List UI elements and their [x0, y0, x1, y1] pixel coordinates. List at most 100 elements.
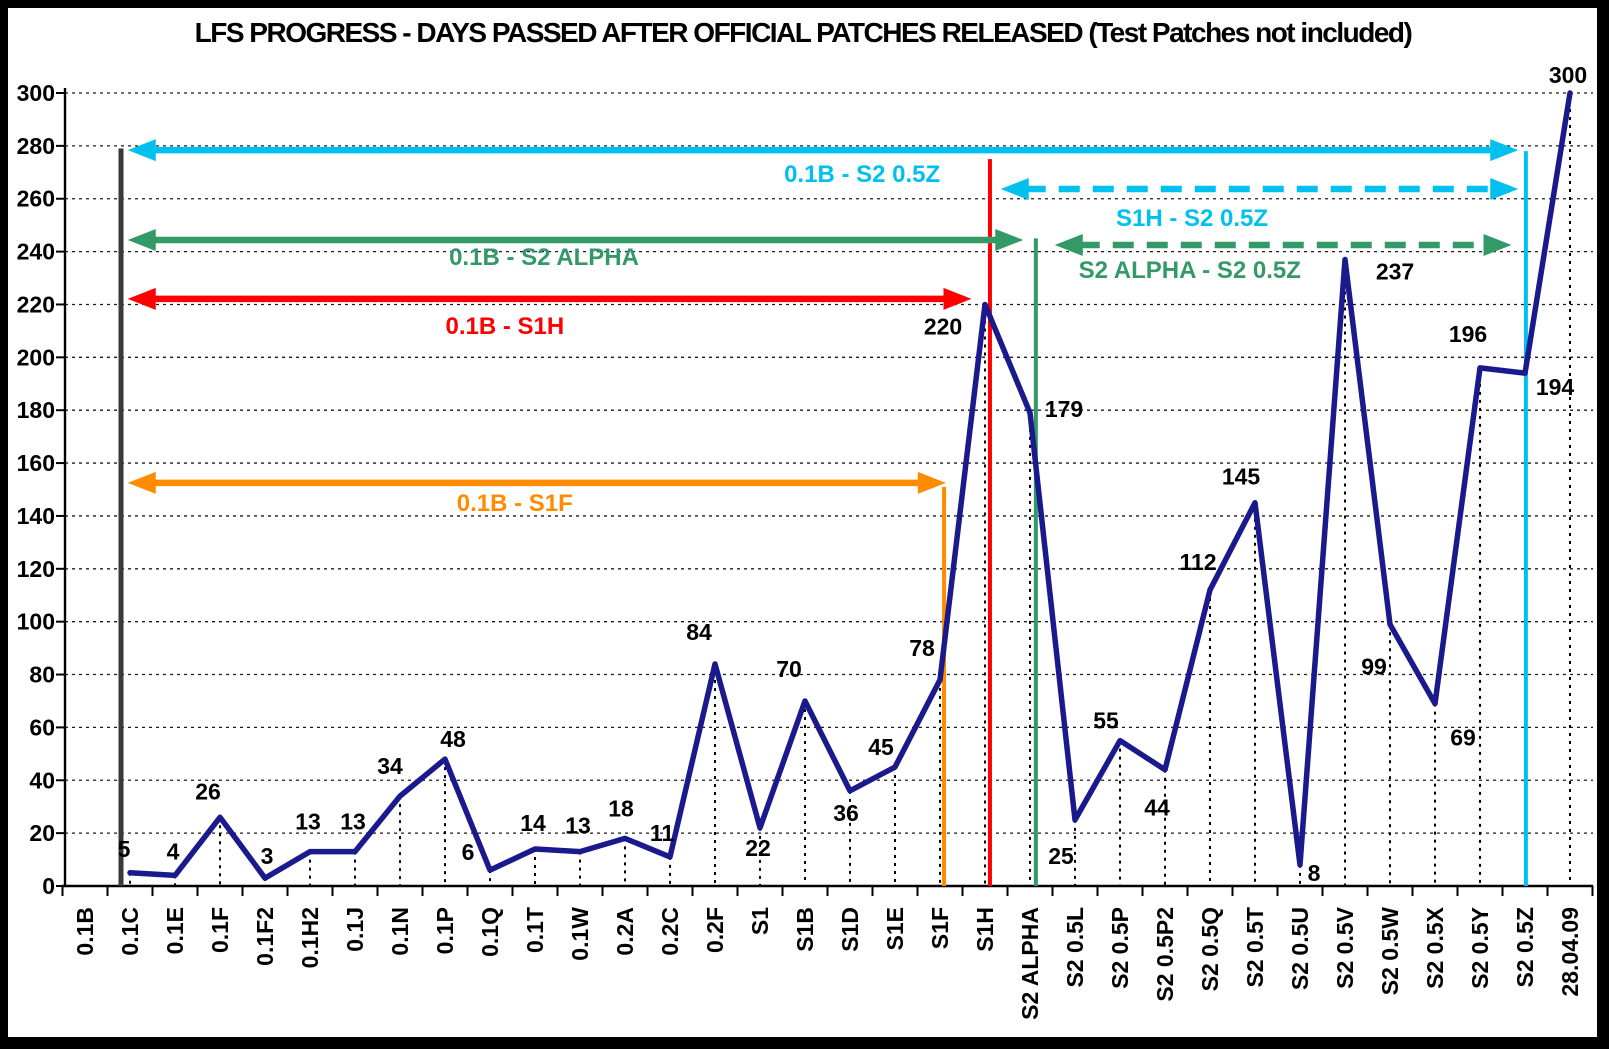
- y-axis-label: 220: [17, 291, 55, 317]
- x-axis-label: S2 0.5Q: [1197, 907, 1223, 991]
- y-axis-label: 240: [17, 239, 55, 265]
- x-axis-label: S2 0.5Y: [1467, 907, 1493, 989]
- x-axis-label: S1F: [927, 907, 953, 949]
- y-axis-label: 80: [29, 662, 55, 688]
- y-axis-label: 160: [17, 450, 55, 476]
- value-label: 36: [833, 800, 859, 826]
- value-label: 237: [1376, 259, 1414, 285]
- value-label: 112: [1179, 549, 1216, 575]
- span-arrow-label: S1H - S2 0.5Z: [1116, 205, 1268, 232]
- y-axis-label: 300: [17, 80, 55, 106]
- value-label: 3: [261, 843, 274, 869]
- value-label: 13: [340, 809, 366, 835]
- x-axis-label: S1E: [882, 907, 908, 950]
- y-axis-label: 180: [17, 397, 55, 423]
- x-axis-label: 28.04.09: [1557, 907, 1583, 997]
- x-axis-label: S2 0.5P2: [1152, 907, 1178, 1002]
- value-label: 55: [1093, 708, 1119, 734]
- y-axis-label: 100: [17, 609, 55, 635]
- value-label: 69: [1450, 725, 1476, 751]
- y-axis-label: 120: [17, 556, 55, 582]
- x-axis-label: S2 0.5U: [1287, 907, 1313, 990]
- x-axis-label: 0.1T: [522, 907, 548, 953]
- value-label: 34: [377, 753, 403, 779]
- span-arrow-label: 0.1B - S1H: [445, 313, 564, 340]
- x-axis-label: 0.1J: [342, 907, 368, 952]
- x-axis-label: 0.1F: [207, 907, 233, 953]
- arrowhead-icon: [1490, 139, 1519, 162]
- value-label: 4: [167, 838, 180, 864]
- value-label: 22: [745, 835, 771, 861]
- x-axis-label: 0.1B: [72, 907, 98, 956]
- x-axis-label: 0.2F: [702, 907, 728, 953]
- y-axis-label: 200: [17, 344, 55, 370]
- value-label: 45: [868, 734, 894, 760]
- x-axis-label: S2 0.5P: [1107, 907, 1133, 989]
- arrowhead-icon: [943, 287, 972, 310]
- value-label: 13: [295, 809, 321, 835]
- arrowhead-icon: [917, 471, 946, 494]
- value-label: 13: [565, 813, 591, 839]
- x-axis-label: S2 ALPHA: [1017, 907, 1043, 1020]
- y-axis-label: 40: [29, 767, 55, 793]
- value-label: 99: [1361, 653, 1387, 679]
- value-label: 300: [1549, 62, 1587, 88]
- value-label: 14: [520, 810, 546, 836]
- arrowhead-icon: [127, 287, 156, 310]
- x-axis-label: S2 0.5L: [1062, 907, 1088, 988]
- arrowhead-icon: [1054, 233, 1083, 256]
- value-label: 78: [909, 635, 935, 661]
- arrowhead-icon: [1483, 233, 1512, 256]
- x-axis-label: 0.1E: [162, 907, 188, 954]
- value-label: 25: [1048, 843, 1074, 869]
- x-axis-label: 0.1Q: [477, 907, 503, 957]
- value-label: 220: [924, 313, 962, 339]
- arrowhead-icon: [1000, 177, 1029, 200]
- x-axis-label: 0.1F2: [252, 907, 278, 966]
- span-arrow-label: S2 ALPHA - S2 0.5Z: [1079, 257, 1301, 284]
- chart-title: LFS PROGRESS - DAYS PASSED AFTER OFFICIA…: [195, 17, 1412, 48]
- value-label: 44: [1144, 795, 1170, 821]
- value-label: 6: [462, 839, 475, 865]
- x-axis-label: S2 0.5T: [1242, 907, 1268, 988]
- y-axis-label: 140: [17, 503, 55, 529]
- arrowhead-icon: [127, 139, 156, 162]
- x-axis-label: 0.2C: [657, 907, 683, 956]
- value-label: 26: [195, 778, 221, 804]
- value-label: 8: [1308, 860, 1321, 886]
- value-label: 11: [650, 820, 675, 846]
- x-axis-label: 0.1H2: [297, 907, 323, 968]
- value-label: 145: [1222, 464, 1261, 490]
- x-axis-label: S1D: [837, 907, 863, 952]
- value-label: 196: [1449, 321, 1487, 347]
- value-label: 70: [776, 656, 802, 682]
- x-axis-label: S2 0.5X: [1422, 906, 1448, 988]
- y-axis-label: 260: [17, 186, 55, 212]
- x-axis-label: S1B: [792, 907, 818, 952]
- x-axis-label: S1H: [972, 907, 998, 952]
- span-arrow-label: 0.1B - S2 ALPHA: [449, 244, 639, 271]
- y-axis-label: 280: [17, 133, 55, 159]
- value-label: 18: [608, 795, 634, 821]
- x-axis-label: 0.2A: [612, 907, 638, 956]
- series-line: [127, 90, 1573, 881]
- y-axis-label: 20: [29, 820, 55, 846]
- chart-background: [8, 8, 1597, 1037]
- x-axis-label: S1: [747, 907, 773, 935]
- x-axis-label: 0.1P: [432, 907, 458, 954]
- arrowhead-icon: [995, 228, 1024, 251]
- value-label: 179: [1045, 396, 1083, 422]
- value-label: 194: [1536, 374, 1575, 400]
- x-axis-label: S2 0.5W: [1377, 907, 1403, 995]
- value-label: 5: [118, 836, 131, 862]
- y-axis-label: 0: [42, 873, 55, 899]
- span-arrow-label: 0.1B - S1F: [457, 490, 573, 517]
- arrowhead-icon: [127, 228, 156, 251]
- arrowhead-icon: [1490, 177, 1519, 200]
- arrowhead-icon: [127, 471, 156, 494]
- x-axis-label: S2 0.5Z: [1512, 907, 1538, 988]
- x-axis-label: 0.1W: [567, 907, 593, 961]
- span-arrow-label: 0.1B - S2 0.5Z: [784, 161, 940, 188]
